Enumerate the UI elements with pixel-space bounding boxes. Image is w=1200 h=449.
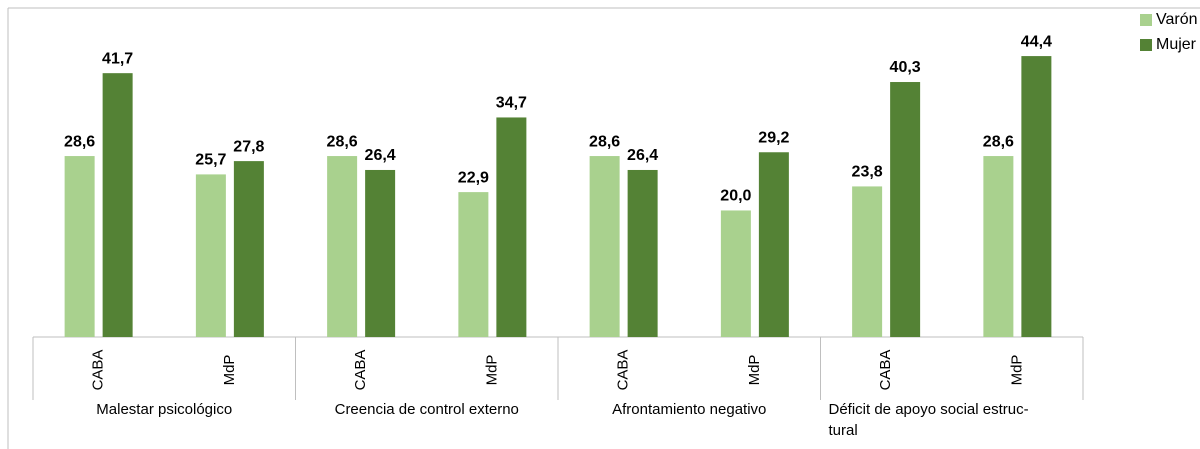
x-tick-label: MdP — [221, 355, 238, 386]
bar — [233, 161, 264, 337]
group-label: Creencia de control externo — [335, 401, 519, 418]
x-tick-label: CABA — [615, 350, 632, 391]
x-tick-label: CABA — [90, 350, 107, 391]
bar — [983, 156, 1014, 337]
group-label: Déficit de apoyo social estruc- — [829, 401, 1029, 418]
bar — [627, 169, 658, 337]
bar — [720, 210, 751, 337]
legend-label: Varón — [1156, 11, 1198, 28]
value-label: 22,9 — [458, 169, 489, 186]
group-label: Afrontamiento negativo — [612, 401, 766, 418]
bar — [64, 156, 95, 337]
bar — [102, 73, 133, 338]
legend-swatch — [1140, 39, 1152, 51]
bar — [458, 192, 489, 337]
x-tick-label: CABA — [352, 350, 369, 391]
value-label: 28,6 — [983, 133, 1014, 150]
x-tick-label: CABA — [877, 350, 894, 391]
bar — [1021, 56, 1052, 337]
x-tick-label: MdP — [746, 355, 763, 386]
group-label: Malestar psicológico — [96, 401, 232, 418]
bar — [195, 174, 226, 337]
value-label: 40,3 — [890, 59, 921, 76]
bar — [365, 169, 396, 337]
value-label: 25,7 — [195, 152, 226, 169]
group-label: tural — [829, 422, 858, 439]
legend-swatch — [1140, 14, 1152, 26]
bar — [890, 82, 921, 338]
bar — [327, 156, 358, 337]
value-label: 44,4 — [1021, 33, 1052, 50]
value-label: 29,2 — [758, 129, 789, 146]
bar — [589, 156, 620, 337]
bar — [496, 117, 527, 337]
value-label: 28,6 — [64, 133, 95, 150]
x-tick-label: MdP — [483, 355, 500, 386]
value-label: 41,7 — [102, 50, 133, 67]
value-label: 28,6 — [327, 133, 358, 150]
value-label: 20,0 — [720, 188, 751, 205]
value-label: 27,8 — [233, 138, 264, 155]
x-tick-label: MdP — [1008, 355, 1025, 386]
value-label: 34,7 — [496, 95, 527, 112]
bar — [852, 186, 883, 337]
value-label: 23,8 — [852, 164, 883, 181]
value-label: 26,4 — [365, 147, 396, 164]
bar — [758, 152, 789, 337]
value-label: 28,6 — [589, 133, 620, 150]
legend-label: Mujer — [1156, 36, 1197, 53]
value-label: 26,4 — [627, 147, 658, 164]
